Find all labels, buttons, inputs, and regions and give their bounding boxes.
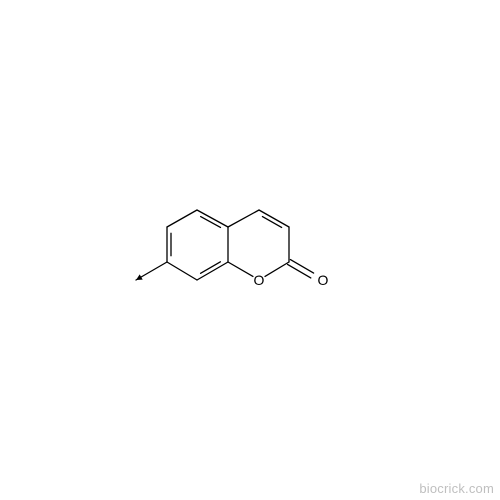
atom-label-o2: O [318,272,329,288]
figure-canvas: OO biocrick.com [0,0,500,500]
chemical-structure-svg: OO [0,0,500,500]
watermark-text: biocrick.com [419,481,494,496]
atom-label-o1: O [254,272,265,288]
